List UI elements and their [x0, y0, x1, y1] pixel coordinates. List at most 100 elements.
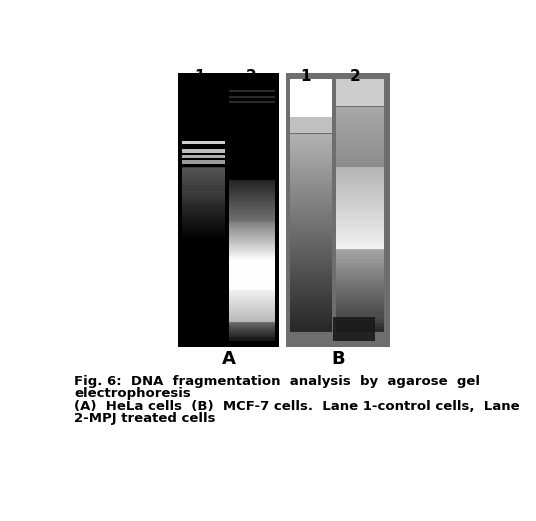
Bar [228, 201, 274, 203]
Bar [290, 317, 332, 319]
Bar [336, 152, 384, 154]
Bar [336, 320, 384, 322]
Bar [336, 238, 384, 241]
Bar [336, 309, 384, 312]
Bar [290, 255, 332, 257]
Bar [228, 218, 274, 221]
Bar [336, 132, 384, 134]
Bar [290, 259, 332, 261]
Bar [336, 219, 384, 221]
Bar [228, 224, 274, 226]
Bar [228, 225, 274, 228]
Bar [290, 202, 332, 204]
Bar [290, 234, 332, 237]
Bar [336, 213, 384, 216]
Bar [290, 143, 332, 145]
Bar [336, 161, 384, 164]
Bar [336, 255, 384, 258]
Bar [336, 198, 384, 200]
Bar [290, 146, 332, 148]
Bar [290, 184, 332, 187]
Bar [290, 195, 332, 197]
Bar [228, 226, 274, 228]
Bar [228, 245, 274, 247]
Bar [336, 141, 384, 143]
Bar [336, 140, 384, 142]
Bar [290, 275, 332, 277]
Bar [182, 214, 225, 216]
Bar [336, 116, 384, 118]
Bar [228, 282, 274, 284]
Bar [290, 301, 332, 303]
Bar [336, 274, 384, 277]
Bar [290, 206, 332, 208]
Bar [228, 275, 274, 277]
Bar [228, 277, 274, 279]
Bar [228, 95, 274, 98]
Bar [336, 209, 384, 211]
Bar [228, 246, 274, 249]
Bar [290, 172, 332, 175]
Bar [336, 242, 384, 244]
Bar [228, 280, 274, 282]
Bar [182, 178, 225, 180]
Bar [336, 162, 384, 165]
Bar [228, 332, 274, 335]
Bar [336, 217, 384, 219]
Bar [290, 162, 332, 164]
Bar [336, 306, 384, 308]
Bar [228, 289, 274, 291]
Bar [290, 238, 332, 241]
Bar [336, 129, 384, 131]
Bar [228, 293, 274, 296]
Bar [228, 266, 274, 268]
Bar [336, 247, 384, 250]
Bar [290, 222, 332, 225]
Bar [228, 192, 274, 194]
Bar [228, 185, 274, 188]
Bar [336, 290, 384, 292]
Bar [336, 325, 384, 328]
Bar [228, 303, 274, 306]
Bar [336, 243, 384, 245]
Bar [336, 218, 384, 220]
Bar [228, 324, 274, 326]
Bar [290, 228, 332, 231]
Bar [336, 233, 384, 235]
Bar [182, 203, 225, 205]
Bar [290, 176, 332, 179]
Bar [336, 265, 384, 267]
Bar [228, 280, 274, 282]
Bar [336, 325, 384, 327]
Bar [290, 252, 332, 254]
Bar [290, 148, 332, 151]
Bar [336, 240, 384, 242]
Bar [228, 274, 274, 276]
Bar [228, 241, 274, 243]
Bar [290, 173, 332, 176]
Bar [290, 215, 332, 217]
Bar [290, 287, 332, 289]
Bar [290, 79, 332, 117]
Bar [336, 151, 384, 153]
Bar [228, 259, 274, 262]
Bar [228, 293, 274, 295]
Bar [182, 171, 225, 173]
Bar [228, 285, 274, 287]
Bar [182, 205, 225, 207]
Bar [336, 177, 384, 180]
Bar [228, 189, 274, 192]
Bar [228, 326, 274, 329]
Bar [336, 329, 384, 331]
Bar [290, 227, 332, 230]
Bar [336, 170, 384, 172]
Bar [336, 330, 384, 332]
Bar [336, 157, 384, 159]
Bar [228, 233, 274, 235]
Bar [290, 135, 332, 137]
Bar [228, 232, 274, 234]
Bar [228, 309, 274, 311]
Bar [228, 334, 274, 337]
Bar [228, 259, 274, 262]
Bar [290, 164, 332, 166]
